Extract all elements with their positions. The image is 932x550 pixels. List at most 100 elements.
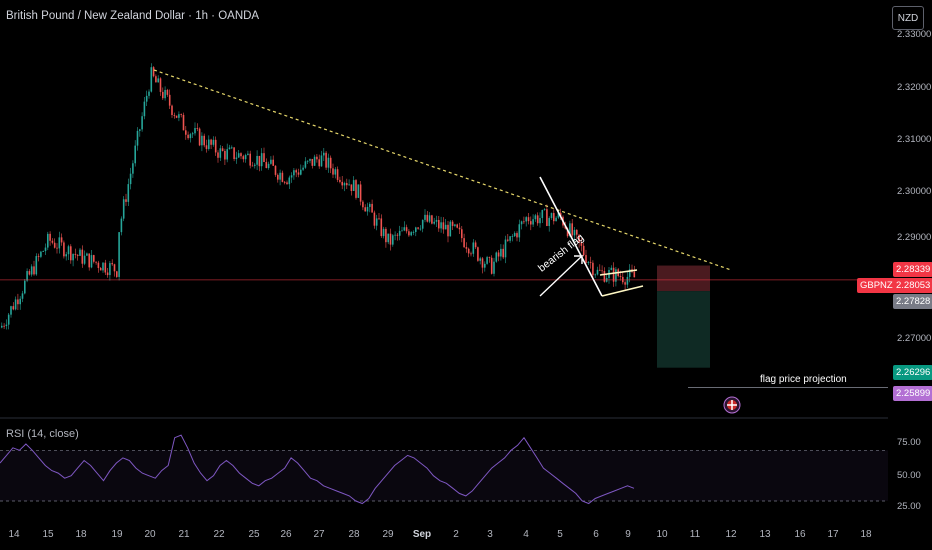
candle-body	[81, 249, 84, 264]
candle-body	[440, 222, 442, 229]
candle-body	[60, 237, 63, 243]
candle-body	[382, 228, 385, 237]
candle-body	[461, 229, 463, 239]
candle-body	[557, 212, 560, 218]
flag-arrow	[539, 255, 584, 297]
candle-body	[51, 240, 54, 243]
candle-body	[578, 234, 580, 243]
candle-body	[19, 298, 21, 305]
candle-body	[320, 155, 323, 167]
candle-body	[527, 217, 530, 222]
candle-body	[486, 257, 488, 264]
candle-body	[318, 159, 320, 167]
candle-body	[240, 153, 242, 157]
candle-body	[106, 272, 109, 276]
candle-body	[601, 270, 603, 272]
candle-body	[97, 262, 100, 268]
candle-body	[148, 91, 150, 96]
candle-body	[162, 91, 164, 99]
candle-body	[17, 299, 19, 305]
candle-body	[348, 184, 350, 186]
candle-body	[419, 228, 422, 230]
candle-body	[490, 257, 493, 274]
candle-body	[306, 160, 309, 162]
x-tick-label: 18	[75, 529, 87, 540]
candle-body	[364, 207, 366, 212]
candle-body	[21, 293, 24, 299]
candle-body	[375, 218, 378, 226]
candle-body	[408, 231, 410, 236]
candle-body	[421, 219, 424, 229]
x-tick-label: 4	[523, 529, 529, 540]
candle-body	[624, 282, 626, 285]
candle-body	[7, 314, 10, 325]
candle-body	[191, 133, 194, 135]
candle-body	[582, 245, 585, 256]
candle-body	[93, 255, 95, 262]
candle-body	[442, 222, 445, 230]
candle-body	[99, 267, 102, 271]
x-tick-label: 12	[725, 529, 737, 540]
candle-body	[410, 232, 412, 236]
candle-body	[129, 173, 132, 185]
candle-body	[141, 116, 143, 130]
currency-button[interactable]: NZD	[892, 6, 924, 30]
candle-body	[12, 306, 15, 310]
candle-body	[189, 134, 192, 139]
rsi-indicator-label[interactable]: RSI (14, close)	[6, 428, 79, 440]
candle-body	[5, 324, 8, 326]
candle-body	[37, 256, 40, 257]
candle-body	[136, 130, 139, 146]
candle-body	[518, 224, 521, 238]
stop-loss-zone	[657, 265, 710, 292]
candle-body	[267, 163, 270, 169]
candle-body	[525, 217, 527, 222]
candle-body	[467, 248, 470, 254]
candle-body	[479, 258, 481, 261]
candle-body	[304, 161, 307, 168]
candle-body	[628, 269, 631, 277]
candle-body	[219, 148, 222, 158]
candle-body	[615, 269, 617, 282]
candle-body	[76, 254, 79, 256]
candle-body	[198, 128, 201, 146]
chart-title: British Pound / New Zealand Dollar · 1h …	[6, 10, 260, 22]
candle-body	[228, 147, 231, 150]
candle-body	[546, 209, 548, 226]
candle-body	[221, 148, 224, 151]
x-tick-label: 6	[593, 529, 599, 540]
candle-body	[392, 235, 394, 245]
candle-body	[357, 184, 360, 198]
candle-body	[387, 233, 389, 243]
x-tick-label: 16	[794, 529, 806, 540]
candle-body	[463, 238, 465, 248]
rsi-line	[0, 434, 635, 505]
x-tick-label: 27	[313, 529, 325, 540]
candle-body	[214, 139, 217, 153]
candle-body	[88, 253, 90, 268]
x-tick-label: 20	[144, 529, 156, 540]
x-tick-label: 22	[213, 529, 225, 540]
candle-body	[42, 251, 44, 252]
candle-body	[65, 254, 67, 257]
candle-body	[401, 230, 403, 232]
candle-body	[256, 155, 258, 165]
x-tick-label: 29	[382, 529, 394, 540]
candle-body	[369, 203, 371, 207]
candle-body	[205, 145, 208, 149]
flagpole	[539, 176, 603, 297]
candle-body	[329, 157, 332, 169]
candle-body	[316, 156, 318, 160]
candle-body	[47, 233, 49, 248]
candle-body	[173, 114, 176, 116]
candle-body	[543, 209, 546, 210]
candle-body	[596, 269, 599, 275]
candle-body	[231, 147, 233, 149]
candle-body	[274, 165, 277, 175]
candle-body	[456, 224, 458, 228]
candle-body	[127, 184, 130, 202]
last-price-tag: 2.28053	[893, 278, 932, 293]
bearish-flag-drawing	[539, 176, 644, 297]
candle-body	[332, 168, 334, 175]
